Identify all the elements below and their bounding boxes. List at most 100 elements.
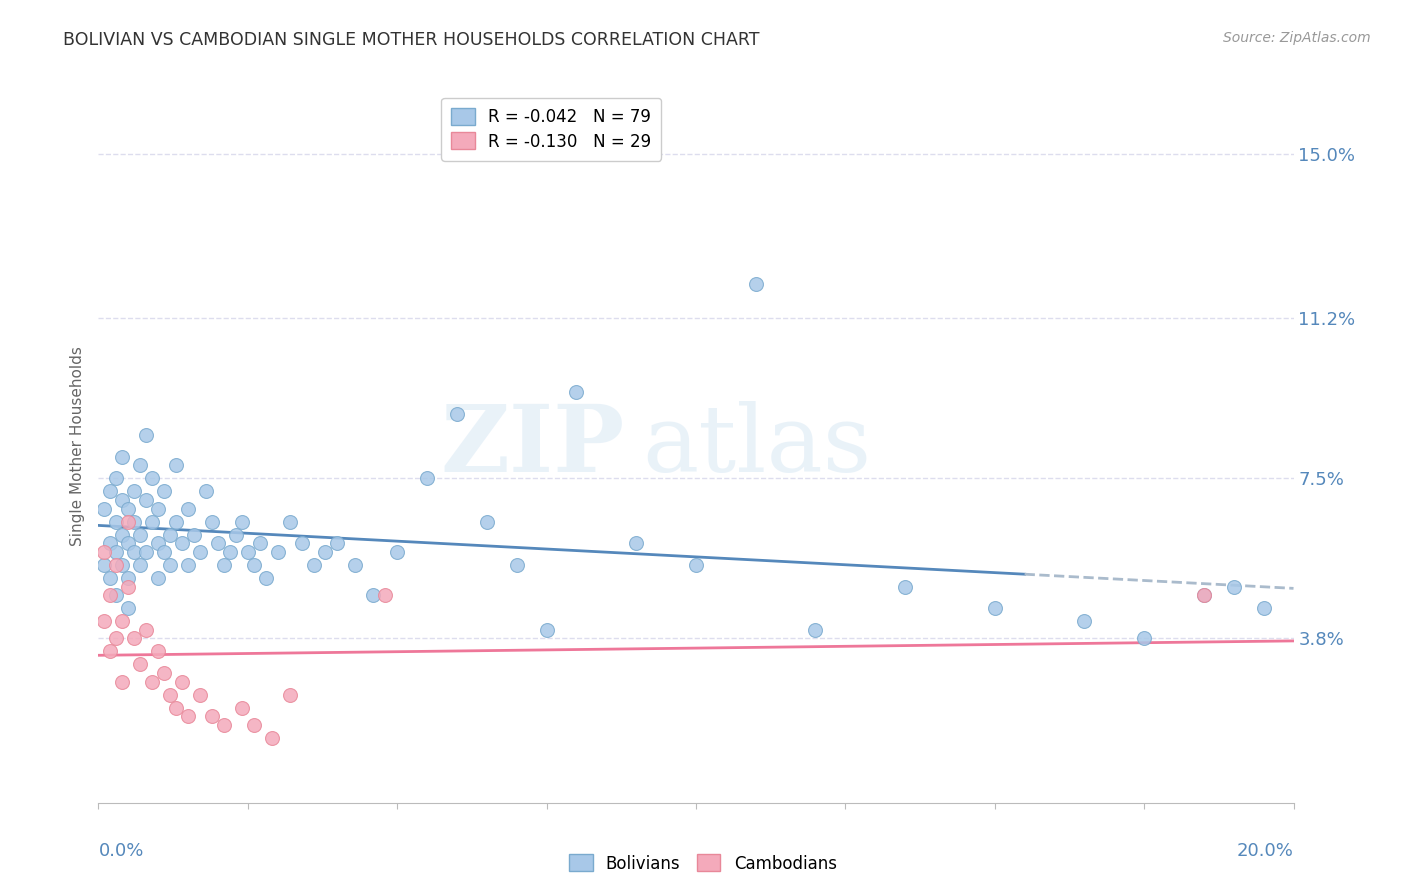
Point bbox=[135, 493, 157, 508]
Point bbox=[111, 527, 134, 541]
Point bbox=[117, 515, 139, 529]
Point bbox=[745, 277, 768, 291]
Point bbox=[105, 588, 128, 602]
Point bbox=[159, 527, 181, 541]
Point bbox=[201, 709, 224, 723]
Point bbox=[98, 571, 122, 585]
Text: 20.0%: 20.0% bbox=[1237, 842, 1294, 860]
Point bbox=[129, 558, 152, 572]
Point bbox=[212, 558, 235, 572]
Point bbox=[159, 558, 181, 572]
Point bbox=[165, 700, 187, 714]
Point bbox=[117, 580, 139, 594]
Point bbox=[254, 571, 277, 585]
Point bbox=[804, 623, 827, 637]
Point bbox=[172, 674, 194, 689]
Point bbox=[165, 458, 187, 473]
Point bbox=[344, 558, 367, 572]
Point bbox=[1192, 588, 1215, 602]
Point bbox=[506, 558, 529, 572]
Legend: R = -0.042   N = 79, R = -0.130   N = 29: R = -0.042 N = 79, R = -0.130 N = 29 bbox=[441, 97, 661, 161]
Point bbox=[148, 571, 170, 585]
Point bbox=[129, 458, 152, 473]
Point bbox=[195, 484, 218, 499]
Point bbox=[172, 536, 194, 550]
Point bbox=[416, 471, 439, 485]
Point bbox=[124, 632, 146, 646]
Y-axis label: Single Mother Households: Single Mother Households bbox=[69, 346, 84, 546]
Point bbox=[148, 536, 170, 550]
Text: 0.0%: 0.0% bbox=[98, 842, 143, 860]
Point bbox=[201, 515, 224, 529]
Point bbox=[231, 515, 253, 529]
Point bbox=[117, 536, 139, 550]
Point bbox=[111, 558, 134, 572]
Point bbox=[1073, 614, 1095, 628]
Point bbox=[153, 484, 176, 499]
Point bbox=[1253, 601, 1275, 615]
Point bbox=[291, 536, 314, 550]
Point bbox=[153, 666, 176, 681]
Point bbox=[165, 515, 187, 529]
Point bbox=[212, 718, 235, 732]
Text: atlas: atlas bbox=[643, 401, 872, 491]
Point bbox=[207, 536, 229, 550]
Point bbox=[111, 674, 134, 689]
Point bbox=[117, 571, 139, 585]
Point bbox=[1133, 632, 1156, 646]
Text: Source: ZipAtlas.com: Source: ZipAtlas.com bbox=[1223, 31, 1371, 45]
Point bbox=[111, 614, 134, 628]
Point bbox=[177, 709, 200, 723]
Point bbox=[98, 536, 122, 550]
Legend: Bolivians, Cambodians: Bolivians, Cambodians bbox=[562, 847, 844, 880]
Point bbox=[984, 601, 1007, 615]
Point bbox=[278, 688, 301, 702]
Point bbox=[177, 501, 200, 516]
Point bbox=[105, 515, 128, 529]
Point bbox=[183, 527, 205, 541]
Point bbox=[243, 718, 266, 732]
Point bbox=[105, 471, 128, 485]
Point bbox=[129, 527, 152, 541]
Point bbox=[93, 501, 115, 516]
Point bbox=[225, 527, 247, 541]
Point bbox=[135, 428, 157, 442]
Point bbox=[685, 558, 707, 572]
Point bbox=[111, 450, 134, 464]
Text: BOLIVIAN VS CAMBODIAN SINGLE MOTHER HOUSEHOLDS CORRELATION CHART: BOLIVIAN VS CAMBODIAN SINGLE MOTHER HOUS… bbox=[63, 31, 759, 49]
Point bbox=[446, 407, 468, 421]
Point bbox=[135, 623, 157, 637]
Point bbox=[141, 674, 163, 689]
Point bbox=[159, 688, 181, 702]
Point bbox=[98, 484, 122, 499]
Point bbox=[565, 384, 588, 399]
Text: ZIP: ZIP bbox=[440, 401, 624, 491]
Point bbox=[111, 493, 134, 508]
Point bbox=[1192, 588, 1215, 602]
Point bbox=[363, 588, 385, 602]
Point bbox=[148, 501, 170, 516]
Point bbox=[536, 623, 558, 637]
Point bbox=[475, 515, 498, 529]
Point bbox=[267, 545, 290, 559]
Point bbox=[177, 558, 200, 572]
Point bbox=[124, 545, 146, 559]
Point bbox=[1223, 580, 1246, 594]
Point bbox=[105, 558, 128, 572]
Point bbox=[249, 536, 271, 550]
Point bbox=[302, 558, 325, 572]
Point bbox=[105, 632, 128, 646]
Point bbox=[98, 588, 122, 602]
Point bbox=[93, 558, 115, 572]
Point bbox=[117, 501, 139, 516]
Point bbox=[326, 536, 349, 550]
Point bbox=[98, 644, 122, 658]
Point bbox=[148, 644, 170, 658]
Point bbox=[236, 545, 259, 559]
Point bbox=[231, 700, 253, 714]
Point bbox=[219, 545, 242, 559]
Point bbox=[894, 580, 917, 594]
Point bbox=[315, 545, 337, 559]
Point bbox=[374, 588, 396, 602]
Point bbox=[117, 601, 139, 615]
